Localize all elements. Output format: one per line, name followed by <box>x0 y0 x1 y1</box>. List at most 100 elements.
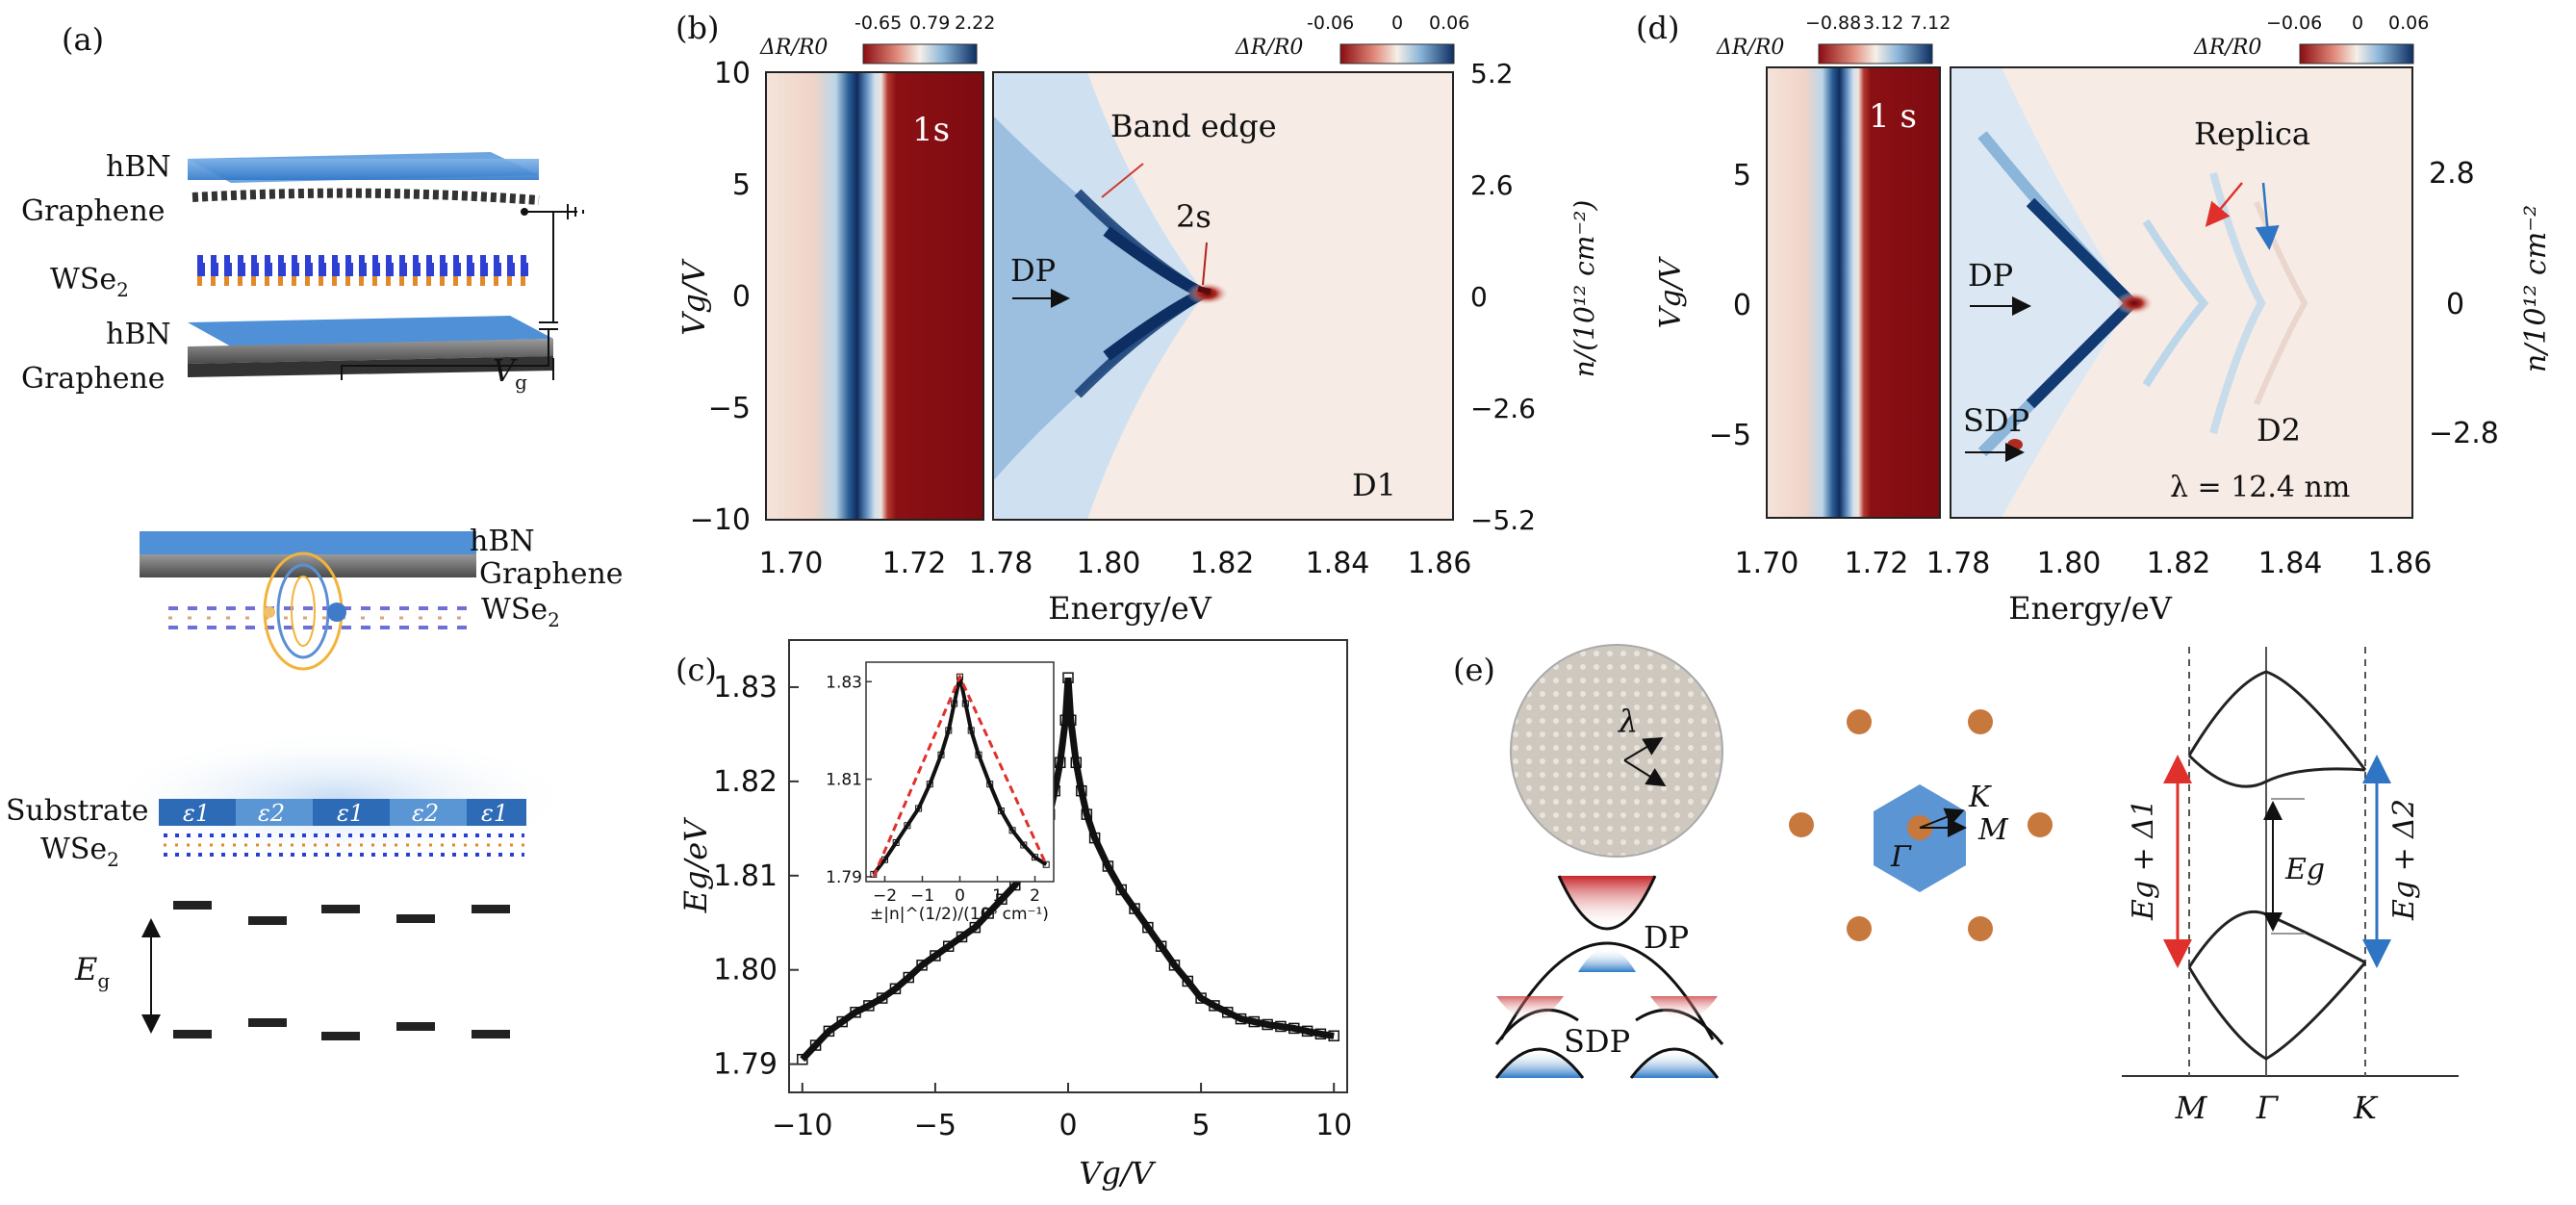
inset-data-point <box>1008 827 1016 834</box>
label-device-d2: D2 <box>2257 412 2301 449</box>
x-tick: 1.84 <box>1306 547 1370 580</box>
data-point <box>1142 921 1154 934</box>
axis-d-y: 5 0 −5 Vg/V <box>1654 159 1751 452</box>
inset-data-point <box>1042 860 1050 868</box>
inset-data-point <box>951 700 958 707</box>
axis-b-y: 10 5 0 −5 −10 Vg/V <box>676 57 751 537</box>
data-point <box>1076 784 1087 797</box>
panel-e: (e) λ DP SDP <box>1453 644 2459 1126</box>
data-point <box>1248 1015 1261 1028</box>
x-tick: 1.86 <box>2368 547 2433 580</box>
inset-x-tick-label: −1 <box>910 886 934 906</box>
replica-arrow-red <box>2205 182 2243 227</box>
label-hbn-top: hBN <box>106 150 171 184</box>
label-hbn-bottom: hBN <box>106 318 171 351</box>
panel-c: (c) −10 −5 0 5 101.791.801.811.821.83 Vg/V E… <box>676 639 1352 1192</box>
device-stack-illustration <box>188 152 584 380</box>
x-tick: 1.80 <box>1077 547 1141 580</box>
inset-data-point <box>1020 841 1028 849</box>
label-device-d1: D1 <box>1352 467 1396 503</box>
label-hbn-mid: hBN <box>470 525 535 558</box>
data-point <box>1088 832 1101 844</box>
x-tick: 1.84 <box>2258 547 2323 580</box>
data-point <box>1235 1013 1247 1025</box>
label-replica: Replica <box>2194 115 2310 152</box>
y-tick-label: 1.79 <box>713 1048 778 1082</box>
right-tick: 0 <box>1470 281 1488 313</box>
band-edge-pointer <box>1101 163 1144 198</box>
panel-label-a: (a) <box>62 21 104 58</box>
right-tick: 2.8 <box>2429 157 2475 191</box>
heatmap-d-1s <box>1767 67 1940 518</box>
label-dp-d: DP <box>1968 257 2013 294</box>
band-levels <box>173 901 510 1040</box>
dirac-cone-illustration <box>1494 875 1724 1079</box>
inset-y-tick-label: 1.83 <box>826 673 862 692</box>
data-point <box>797 1053 808 1065</box>
data-point <box>836 1015 848 1028</box>
x-tick: 1.70 <box>759 547 824 580</box>
data-point <box>1115 884 1127 896</box>
label-band-edge: Band edge <box>1110 108 1277 144</box>
x-tick: 1.86 <box>1408 547 1472 580</box>
x-label-b: Energy/eV <box>1048 590 1211 627</box>
label-substrate: Substrate <box>6 794 149 828</box>
label-wse2-mid: WSe2 <box>481 593 560 631</box>
label-gamma-bz: Γ <box>1890 840 1912 874</box>
x-tick-label: 10 <box>1315 1109 1352 1142</box>
panel-a: (a) hBN Graphene WSe2 hBN <box>6 21 624 1040</box>
y-tick: 0 <box>732 280 751 314</box>
right-tick: 5.2 <box>1470 58 1514 90</box>
data-point <box>996 893 1007 906</box>
panel-b: (b) ΔR/R0 -0.65 0.79 2.22 ΔR/R0 -0.06 0 … <box>676 10 1600 627</box>
two-s-pointer <box>1202 242 1208 286</box>
y-tick: 0 <box>1733 289 1751 322</box>
colorbar-tick: 0.06 <box>1429 13 1469 34</box>
label-sdp-e: SDP <box>1564 1023 1630 1060</box>
y-tick: 5 <box>1733 159 1751 192</box>
data-point <box>1221 1007 1234 1018</box>
data-point <box>1328 1030 1339 1041</box>
x-tick: 1.78 <box>969 547 1033 580</box>
data-point <box>930 950 941 961</box>
inset-data-point <box>926 781 933 788</box>
colorbar-tick: 0 <box>1391 13 1403 34</box>
inset-data-point <box>937 751 945 758</box>
colorbar-tick: 7.12 <box>1910 13 1951 34</box>
y-tick: 10 <box>714 57 751 90</box>
colorbar-tick: 3.12 <box>1863 13 1903 34</box>
data-point <box>1195 992 1207 1004</box>
epsilon-label: ε1 <box>481 800 508 827</box>
y-label-c: Eg/eV <box>677 817 714 914</box>
x-tick-label: 5 <box>1192 1109 1211 1142</box>
inset-data-point <box>986 781 994 788</box>
data-point <box>1262 1018 1273 1031</box>
x-tick-label: 0 <box>1058 1109 1077 1142</box>
inset-plot-c: −2 −1 0 1 2 1.79 1.81 1.83 <box>826 673 1050 906</box>
label-dp-b: DP <box>1010 252 1056 289</box>
epsilon-label: ε2 <box>412 800 439 827</box>
x-tick-gamma: Γ <box>2256 1090 2280 1126</box>
y-tick-label: 1.83 <box>713 671 778 705</box>
colorbar-tick: −0.88 <box>1805 13 1861 34</box>
x-tick: 1.82 <box>2147 547 2211 580</box>
label-moire-lambda: λ <box>1617 703 1638 739</box>
epsilon-label: ε2 <box>258 800 285 827</box>
label-graphene-top: Graphene <box>21 194 166 228</box>
label-m-bz: M <box>1977 813 2009 847</box>
inset-data-point <box>1032 854 1038 861</box>
inset-y-tick-label: 1.81 <box>826 771 862 790</box>
x-tick: 1.70 <box>1735 547 1799 580</box>
axis-d-x: 1.70 1.72 1.78 1.80 1.82 1.84 1.86 Energ… <box>1735 547 2433 627</box>
inset-x-tick-label: 2 <box>1030 886 1040 906</box>
x-tick: 1.80 <box>2037 547 2102 580</box>
band-structure-illustration <box>2122 647 2459 1077</box>
panel-label-b: (b) <box>676 10 719 46</box>
data-point <box>1070 756 1083 769</box>
x-tick: 1.72 <box>1845 547 1909 580</box>
inset-data-point <box>967 727 975 734</box>
data-point <box>903 971 915 984</box>
panel-label-e: (e) <box>1453 652 1495 688</box>
axes-c: −10 −5 0 5 101.791.801.811.821.83 <box>713 671 1352 1142</box>
